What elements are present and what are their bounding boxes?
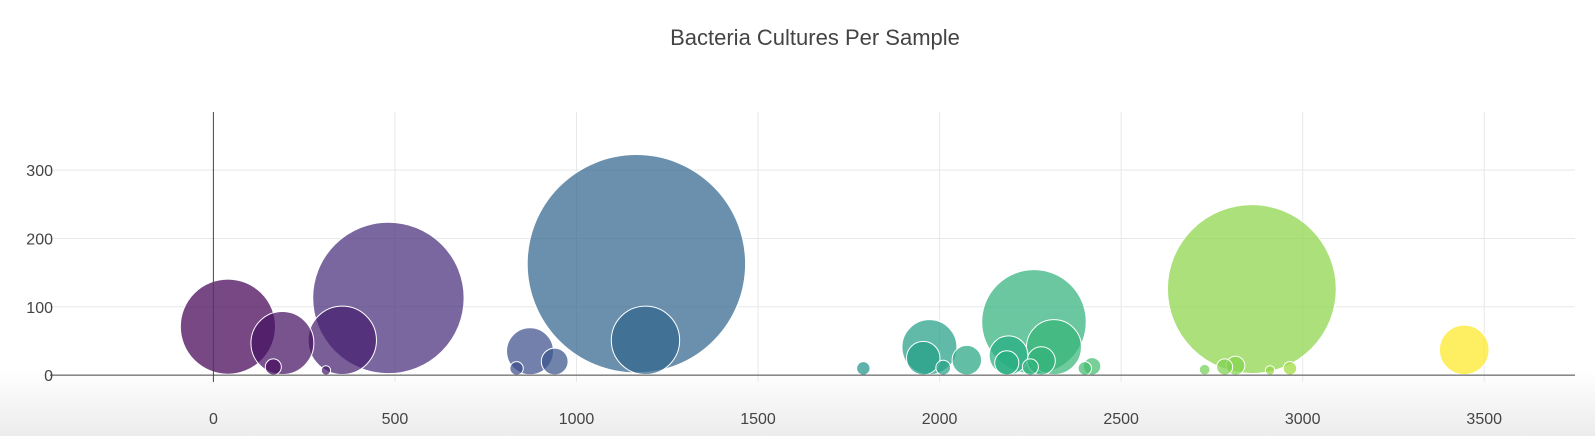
bubble-point[interactable] <box>509 361 524 376</box>
bubble-point[interactable] <box>1282 361 1298 376</box>
bubble-point[interactable] <box>1438 324 1490 376</box>
x-tick-label: 0 <box>209 411 218 428</box>
bubble-point[interactable] <box>1198 363 1211 376</box>
bubble-point[interactable] <box>540 347 569 376</box>
x-tick-label: 2000 <box>922 411 958 428</box>
bubble-point[interactable] <box>1166 204 1337 374</box>
bubble-point[interactable] <box>610 305 681 375</box>
y-tick-label: 100 <box>26 300 53 317</box>
bubble-point[interactable] <box>905 340 941 376</box>
bubble-point[interactable] <box>935 359 952 376</box>
y-tick-label: 0 <box>44 368 53 385</box>
x-tick-label: 1000 <box>559 411 595 428</box>
x-tick-label: 2500 <box>1103 411 1139 428</box>
y-tick-label: 300 <box>26 163 53 180</box>
x-tick-label: 1500 <box>740 411 776 428</box>
tick-layer: 0 500 1000 1500 2000 2500 3000 3500 0 100 200 300 <box>26 163 1502 428</box>
bubble-point[interactable] <box>951 344 983 376</box>
bubble-point[interactable] <box>994 350 1020 376</box>
bubble-point[interactable] <box>1021 358 1039 376</box>
chart-title: Bacteria Cultures Per Sample <box>670 25 960 50</box>
bubble-point[interactable] <box>264 358 282 376</box>
y-tick-label: 200 <box>26 231 53 248</box>
bubble-point[interactable] <box>1216 358 1234 376</box>
bubble-point[interactable] <box>1077 361 1093 376</box>
bubble-layer <box>179 154 1490 376</box>
bubble-point[interactable] <box>320 365 332 376</box>
x-tick-label: 500 <box>382 411 409 428</box>
bubble-point[interactable] <box>856 361 871 376</box>
axis-layer <box>50 112 1575 382</box>
bubble-point[interactable] <box>1264 365 1276 376</box>
bubble-point[interactable] <box>307 305 377 375</box>
x-tick-label: 3500 <box>1466 411 1502 428</box>
x-tick-label: 3000 <box>1285 411 1321 428</box>
bubble-point[interactable] <box>250 311 315 376</box>
